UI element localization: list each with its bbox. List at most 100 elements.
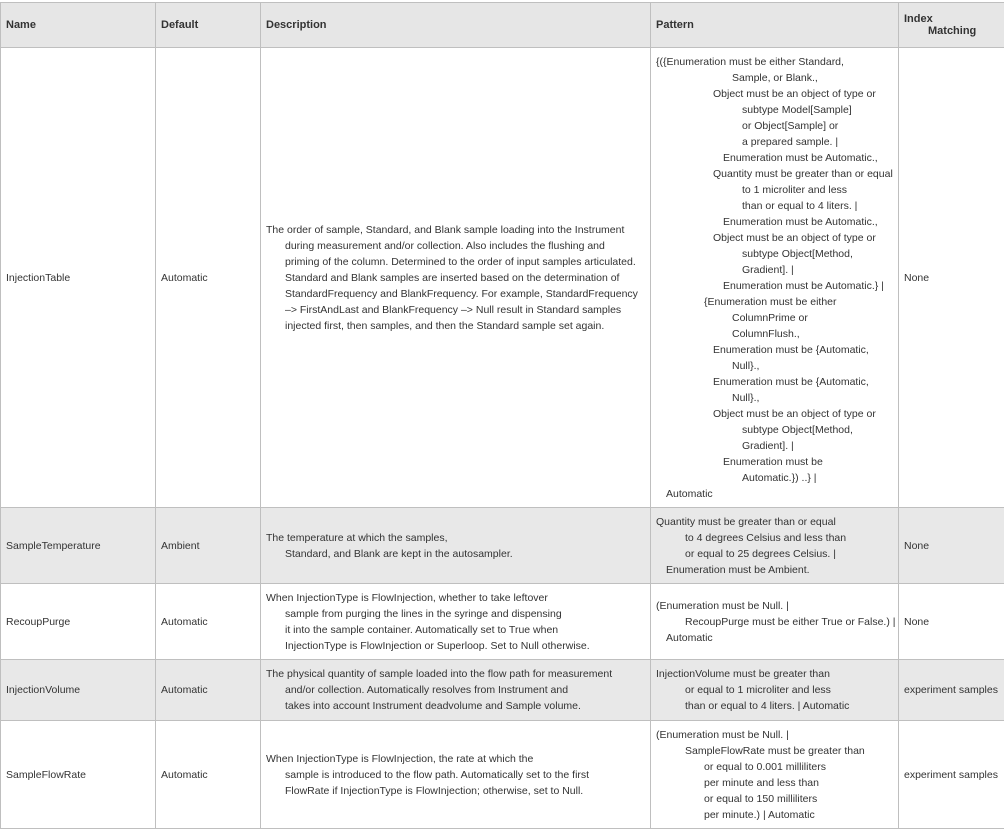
pattern-line: Object must be an object of type or: [713, 407, 876, 420]
table-row: InjectionTable Automatic The order of samp…: [0, 47, 1004, 508]
option-index-matching: experiment samples: [898, 659, 1004, 721]
pattern-line: InjectionVolume must be greater than: [656, 668, 830, 680]
option-description: The temperature at which the samples, Sta…: [260, 507, 651, 584]
pattern-line: subtype Model[Sample]: [742, 103, 852, 116]
description-line: it into the sample container. Automatica…: [285, 623, 559, 636]
option-description: The physical quantity of sample loaded i…: [260, 659, 651, 721]
option-description: The order of sample, Standard, and Blank…: [260, 47, 651, 508]
pattern-line: Enumeration must be {Automatic,: [713, 343, 869, 356]
pattern-line: Enumeration must be {Automatic,: [713, 375, 869, 388]
pattern-line: than or equal to 4 liters. | Automatic: [685, 700, 850, 712]
description-line: Standard and Blank samples are inserted …: [285, 271, 620, 284]
pattern-line: Object must be an object of type or: [713, 231, 876, 244]
option-name: InjectionVolume: [0, 659, 156, 721]
pattern-line: Quantity must be greater than or equal: [713, 167, 893, 180]
option-description: When InjectionType is FlowInjection, whe…: [260, 583, 651, 660]
pattern-line: per minute.) | Automatic: [704, 808, 815, 821]
pattern-line: to 1 microliter and less: [742, 183, 848, 196]
pattern-line: Object must be an object of type or: [713, 87, 876, 100]
description-line: injected first, then samples, and then t…: [285, 319, 605, 332]
pattern-line: {({Enumeration must be either Standard,: [656, 55, 844, 68]
description-line: FlowRate if InjectionType is FlowInjecti…: [285, 784, 584, 797]
pattern-line: ColumnPrime or: [732, 311, 808, 324]
option-default: Automatic: [155, 659, 261, 721]
pattern-line: Automatic: [666, 487, 713, 500]
option-index-matching: None: [898, 507, 1004, 584]
description-line: InjectionType is FlowInjection or Superl…: [285, 639, 590, 652]
option-index-matching: experiment samples: [898, 720, 1004, 829]
pattern-line: Null}.,: [732, 391, 760, 404]
option-default: Ambient: [155, 507, 261, 584]
description-line: –> FirstAndLast and BlankFrequency –> Nu…: [285, 303, 622, 316]
description-line: during measurement and/or collection. Al…: [285, 239, 605, 252]
option-pattern: (Enumeration must be Null. | SampleFlowRa…: [650, 720, 899, 829]
header-pattern: Pattern: [650, 2, 899, 48]
option-name: RecoupPurge: [0, 583, 156, 660]
option-name: SampleTemperature: [0, 507, 156, 584]
pattern-line: Enumeration must be Automatic.} |: [723, 279, 884, 292]
pattern-line: or Object[Sample] or: [742, 119, 839, 132]
description-line: The order of sample, Standard, and Blank…: [266, 223, 625, 236]
option-index-matching: None: [898, 47, 1004, 508]
option-default: Automatic: [155, 47, 261, 508]
description-line: The temperature at which the samples,: [266, 531, 448, 544]
option-description: When InjectionType is FlowInjection, the…: [260, 720, 651, 829]
pattern-line: Enumeration must be Automatic.,: [723, 151, 878, 164]
description-line: priming of the column. Determined to the…: [285, 255, 636, 268]
table-row: SampleTemperature Ambient The temperature …: [0, 507, 1004, 584]
pattern-line: Automatic.}) ..} |: [742, 471, 817, 484]
description-line: When InjectionType is FlowInjection, the…: [266, 752, 534, 765]
pattern-line: or equal to 0.001 milliliters: [704, 760, 826, 773]
description-line: When InjectionType is FlowInjection, whe…: [266, 591, 548, 604]
description-line: Standard, and Blank are kept in the auto…: [285, 547, 513, 560]
description-line: The physical quantity of sample loaded i…: [266, 668, 613, 680]
option-pattern: (Enumeration must be Null. | RecoupPurge …: [650, 583, 899, 660]
pattern-line: Quantity must be greater than or equal: [656, 515, 836, 528]
description-line: StandardFrequency and BlankFrequency. Fo…: [285, 287, 638, 300]
header-row: Name Default Description Pattern Index Ma…: [0, 2, 1004, 48]
table-row: SampleFlowRate Automatic When InjectionTyp…: [0, 720, 1004, 829]
pattern-line: Automatic: [666, 631, 713, 644]
option-pattern: Quantity must be greater than or equal to…: [650, 507, 899, 584]
pattern-line: ColumnFlush.,: [732, 327, 800, 340]
table-row: RecoupPurge Automatic When InjectionType i…: [0, 583, 1004, 660]
pattern-line: SampleFlowRate must be greater than: [685, 744, 865, 757]
header-name: Name: [0, 2, 156, 48]
option-index-matching: None: [898, 583, 1004, 660]
header-index-label: Index: [904, 13, 933, 25]
pattern-line: Enumeration must be: [723, 455, 823, 468]
pattern-line: Enumeration must be Ambient.: [666, 563, 810, 576]
pattern-line: or equal to 25 degrees Celsius. |: [685, 547, 836, 560]
pattern-line: to 4 degrees Celsius and less than: [685, 531, 847, 544]
pattern-line: per minute and less than: [704, 776, 819, 789]
description-line: sample from purging the lines in the syr…: [285, 607, 562, 620]
header-default: Default: [155, 2, 261, 48]
pattern-line: {Enumeration must be either: [704, 295, 837, 308]
pattern-line: subtype Object[Method,: [742, 247, 853, 260]
description-line: takes into account Instrument deadvolume…: [285, 700, 581, 712]
table-row: InjectionVolume Automatic The physical qua…: [0, 659, 1004, 721]
pattern-line: Enumeration must be Automatic.,: [723, 215, 878, 228]
pattern-line: RecoupPurge must be either True or False…: [685, 615, 896, 628]
pattern-line: (Enumeration must be Null. |: [656, 728, 789, 741]
option-pattern: {({Enumeration must be either Standard, S…: [650, 47, 899, 508]
pattern-line: Gradient]. |: [742, 263, 794, 276]
pattern-line: a prepared sample. |: [742, 135, 839, 148]
pattern-line: or equal to 150 milliliters: [704, 792, 818, 805]
option-default: Automatic: [155, 583, 261, 660]
header-index-matching: Index Matching: [898, 2, 1004, 48]
header-matching-label: Matching: [928, 25, 977, 37]
pattern-line: (Enumeration must be Null. |: [656, 599, 789, 612]
pattern-line: Null}.,: [732, 359, 760, 372]
pattern-line: subtype Object[Method,: [742, 423, 853, 436]
pattern-line: Sample, or Blank.,: [732, 71, 818, 84]
pattern-line: than or equal to 4 liters. |: [742, 199, 858, 212]
option-pattern: InjectionVolume must be greater than or e…: [650, 659, 899, 721]
option-name: InjectionTable: [0, 47, 156, 508]
option-name: SampleFlowRate: [0, 720, 156, 829]
description-line: and/or collection. Automatically resolve…: [285, 684, 569, 696]
option-default: Automatic: [155, 720, 261, 829]
header-description: Description: [260, 2, 651, 48]
description-line: sample is introduced to the flow path. A…: [285, 768, 590, 781]
